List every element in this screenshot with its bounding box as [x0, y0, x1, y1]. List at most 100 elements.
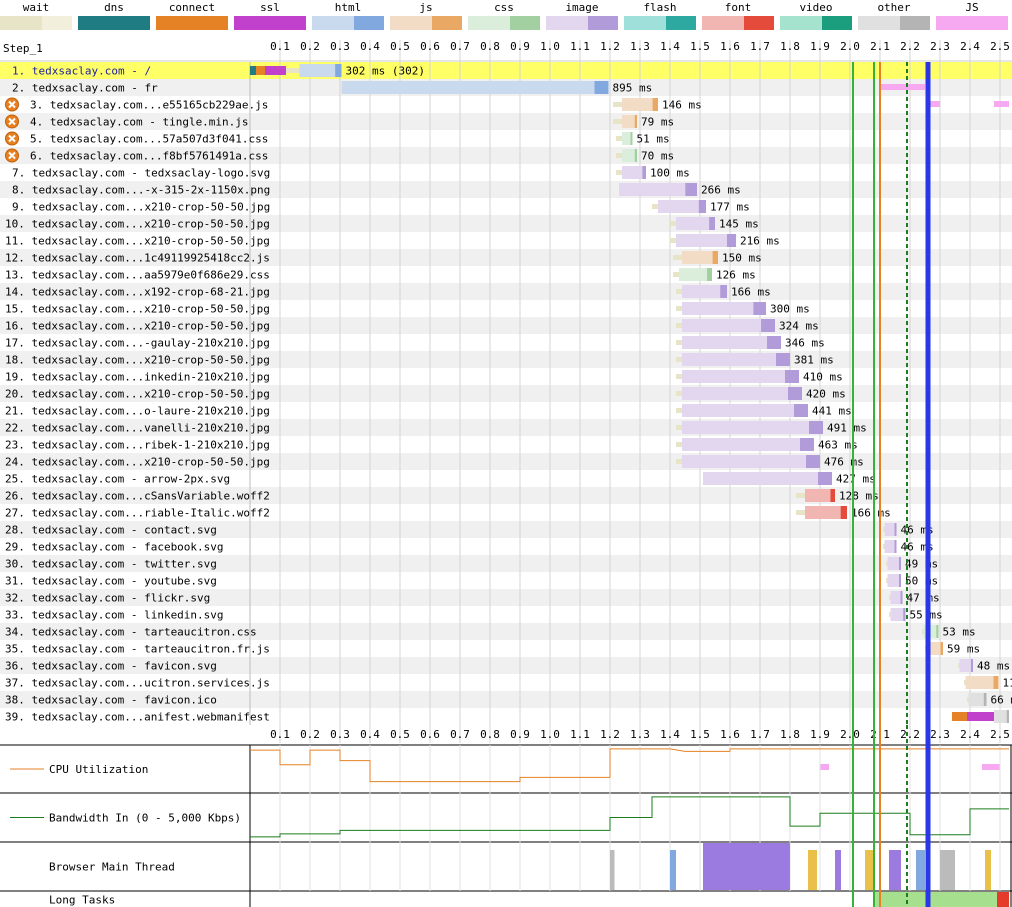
- request-row[interactable]: 16. tedxsaclay.com...x210-crop-50-50.jpg…: [5, 319, 819, 333]
- request-row[interactable]: 35. tedxsaclay.com - tarteaucitron.fr.js…: [5, 642, 980, 656]
- request-row[interactable]: 2. tedxsaclay.com - fr 895 ms: [12, 81, 652, 95]
- tick-label-top: 1.7: [750, 40, 770, 53]
- request-row[interactable]: 5. tedxsaclay.com...57a507d3f041.css 51 m…: [5, 131, 670, 146]
- request-time: 79 ms: [641, 116, 674, 129]
- request-label: 10. tedxsaclay.com...x210-crop-50-50.jpg: [5, 218, 270, 231]
- request-row[interactable]: 11. tedxsaclay.com...x210-crop-50-50.jpg…: [5, 234, 780, 248]
- tick-label-bottom: 1.5: [690, 728, 710, 741]
- request-row[interactable]: 8. tedxsaclay.com...-x-315-2x-1150x.png 2…: [12, 183, 741, 197]
- request-row[interactable]: 27. tedxsaclay.com...riable-Italic.woff2…: [5, 506, 891, 520]
- legend-item-html: html: [312, 0, 384, 32]
- request-row[interactable]: 36. tedxsaclay.com - favicon.svg 48 ms: [5, 659, 1010, 673]
- legend-swatch: [624, 16, 696, 30]
- request-row[interactable]: 23. tedxsaclay.com...ribek-1-210x210.jpg…: [5, 438, 858, 452]
- request-label: 13. tedxsaclay.com...aa5979e0f686e29.css: [5, 269, 270, 282]
- request-row[interactable]: 39. tedxsaclay.com...anifest.webmanifest…: [5, 710, 1012, 724]
- request-row[interactable]: 21. tedxsaclay.com...o-laure-210x210.jpg…: [5, 404, 852, 418]
- request-row[interactable]: 17. tedxsaclay.com...-gaulay-210x210.jpg…: [5, 336, 825, 350]
- request-time: 177 ms: [710, 201, 750, 214]
- request-row[interactable]: 38. tedxsaclay.com - favicon.ico 66 ms: [5, 693, 1012, 707]
- request-row[interactable]: 6. tedxsaclay.com...f8bf5761491a.css 70 m…: [5, 148, 675, 163]
- request-row[interactable]: 24. tedxsaclay.com...x210-crop-50-50.jpg…: [5, 455, 864, 469]
- request-row[interactable]: 12. tedxsaclay.com...1c49119925418cc2.js…: [5, 251, 762, 265]
- tick-label-bottom: 0.3: [330, 728, 350, 741]
- request-label: 17. tedxsaclay.com...-gaulay-210x210.jpg: [5, 337, 270, 350]
- request-time: 53 ms: [943, 626, 976, 639]
- legend-label: wait: [22, 1, 50, 14]
- request-row[interactable]: 9. tedxsaclay.com...x210-crop-50-50.jpg 1…: [12, 200, 750, 214]
- request-time: 410 ms: [803, 371, 843, 384]
- main-thread-label: Browser Main Thread: [49, 861, 175, 874]
- request-row[interactable]: 7. tedxsaclay.com - tedxsaclay-logo.svg 1…: [12, 166, 690, 180]
- request-row[interactable]: 18. tedxsaclay.com...x210-crop-50-50.jpg…: [5, 353, 834, 367]
- request-row[interactable]: 10. tedxsaclay.com...x210-crop-50-50.jpg…: [5, 217, 759, 231]
- download-segment: [890, 591, 903, 604]
- download-segment: [682, 353, 790, 366]
- content-segment: [970, 659, 973, 672]
- request-time: 126 ms: [716, 269, 756, 282]
- tick-label-bottom: 1.6: [720, 728, 740, 741]
- wait-segment: [886, 578, 888, 583]
- request-label: 20. tedxsaclay.com...x210-crop-50-50.jpg: [5, 388, 270, 401]
- request-label: 28. tedxsaclay.com - contact.svg: [5, 524, 217, 537]
- request-row[interactable]: 15. tedxsaclay.com...x210-crop-50-50.jpg…: [5, 302, 810, 316]
- row-background: [0, 674, 1012, 691]
- download-segment: [682, 336, 781, 349]
- request-label: 27. tedxsaclay.com...riable-Italic.woff2: [5, 507, 270, 520]
- row-background: [0, 589, 1012, 606]
- request-row[interactable]: 28. tedxsaclay.com - contact.svg 46 ms: [5, 523, 934, 537]
- content-segment: [894, 540, 897, 553]
- wait-segment: [922, 629, 924, 634]
- legend-item-connect: connect: [156, 0, 228, 32]
- request-row[interactable]: 20. tedxsaclay.com...x210-crop-50-50.jpg…: [5, 387, 846, 401]
- tick-label-top: 0.9: [510, 40, 530, 53]
- content-segment: [809, 421, 823, 434]
- request-row[interactable]: 26. tedxsaclay.com...cSansVariable.woff2…: [5, 489, 879, 503]
- error-icon: [5, 148, 19, 163]
- legend-item-css: css: [468, 0, 540, 32]
- request-row[interactable]: 30. tedxsaclay.com - twitter.svg 49 ms: [5, 557, 938, 571]
- download-segment: [679, 268, 712, 281]
- legend-swatch: [234, 16, 306, 30]
- tick-label-bottom: 2.3: [930, 728, 950, 741]
- request-row[interactable]: 4. tedxsaclay.com - tingle.min.js 79 ms: [5, 114, 675, 129]
- connect-segment: [952, 712, 967, 721]
- content-segment: [806, 455, 820, 468]
- request-row[interactable]: 29. tedxsaclay.com - facebook.svg 46 ms: [5, 540, 934, 554]
- js-execution-mark: [880, 84, 925, 90]
- content-segment: [830, 489, 835, 502]
- request-time: 47 ms: [907, 592, 940, 605]
- legend-label: video: [799, 1, 833, 14]
- row-background: [0, 572, 1012, 589]
- wait-segment: [670, 221, 676, 226]
- request-row[interactable]: 22. tedxsaclay.com...vanelli-210x210.jpg…: [5, 421, 867, 435]
- request-row[interactable]: 32. tedxsaclay.com - flickr.svg 47 ms: [5, 591, 940, 605]
- request-row[interactable]: 14. tedxsaclay.com...x192-crop-68-21.jpg…: [5, 285, 771, 299]
- error-icon-cross: [8, 100, 16, 109]
- row-background: [0, 521, 1012, 538]
- request-row[interactable]: 25. tedxsaclay.com - arrow-2px.svg 427 ms: [5, 472, 876, 486]
- request-time: 66 ms: [991, 694, 1012, 707]
- wait-segment: [958, 663, 960, 668]
- request-row[interactable]: 3. tedxsaclay.com...e55165cb229ae.js 146 …: [5, 97, 702, 112]
- wait-segment: [676, 289, 682, 294]
- error-icon-cross: [8, 134, 16, 143]
- wait-segment: [967, 697, 969, 702]
- bandwidth-panel: Bandwidth In (0 - 5,000 Kbps): [0, 792, 1012, 842]
- tick-label-bottom: 1.1: [570, 728, 590, 741]
- legend-swatch: [858, 16, 930, 30]
- request-label: 15. tedxsaclay.com...x210-crop-50-50.jpg: [5, 303, 270, 316]
- row-background: [0, 232, 1012, 249]
- request-row[interactable]: 1. tedxsaclay.com - / 302 ms (302): [12, 64, 425, 78]
- request-time: 100 ms: [650, 167, 690, 180]
- wait-segment: [673, 272, 679, 277]
- download-segment: [682, 455, 820, 468]
- tick-label-top: 0.6: [420, 40, 440, 53]
- download-segment: [682, 285, 727, 298]
- request-row[interactable]: 19. tedxsaclay.com...inkedin-210x210.jpg…: [5, 370, 843, 384]
- content-segment: [594, 81, 609, 94]
- request-row[interactable]: 13. tedxsaclay.com...aa5979e0f686e29.css…: [5, 268, 756, 282]
- tick-label-top: 0.4: [360, 40, 380, 53]
- request-row[interactable]: 37. tedxsaclay.com...ucitron.services.js…: [5, 676, 1012, 690]
- request-label: 24. tedxsaclay.com...x210-crop-50-50.jpg: [5, 456, 270, 469]
